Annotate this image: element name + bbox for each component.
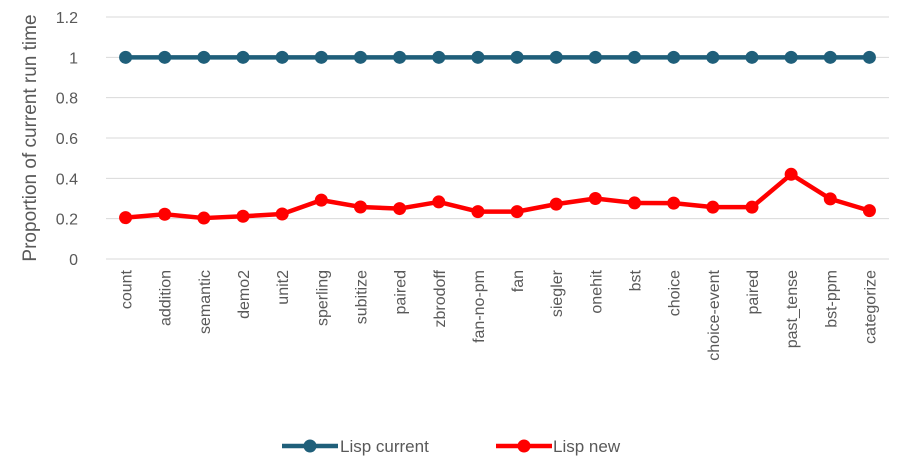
data-point <box>588 50 602 64</box>
data-point <box>197 211 211 225</box>
x-tick-label: count <box>119 269 136 309</box>
data-point <box>745 50 759 64</box>
x-tick-label: choice-event <box>706 269 723 360</box>
x-tick-label: siegler <box>549 269 566 317</box>
x-tick-label: unit2 <box>275 270 292 305</box>
y-axis-ticks: 0 0.2 0.4 0.6 0.8 1 1.2 <box>56 10 78 269</box>
x-tick-label: fan <box>510 270 527 292</box>
legend-swatch-marker <box>303 439 317 453</box>
x-tick-label: bst-ppm <box>823 270 840 328</box>
y-tick-label: 0.8 <box>56 91 78 108</box>
y-tick-label: 0.6 <box>56 131 78 148</box>
legend-label: Lisp new <box>553 437 621 456</box>
x-tick-label: paired <box>745 270 762 314</box>
data-point <box>158 50 172 64</box>
data-point <box>784 167 798 181</box>
x-tick-label: onehit <box>588 269 605 313</box>
y-tick-label: 0.4 <box>56 171 78 188</box>
y-tick-label: 1.2 <box>56 10 78 27</box>
data-point <box>862 50 876 64</box>
data-point <box>706 50 720 64</box>
x-tick-label: categorize <box>862 270 879 344</box>
data-point <box>353 200 367 214</box>
y-tick-label: 1 <box>69 50 78 67</box>
data-point <box>275 207 289 221</box>
data-point <box>393 50 407 64</box>
x-tick-label: paired <box>393 270 410 314</box>
data-point <box>158 207 172 221</box>
series-group <box>119 50 876 225</box>
data-point <box>197 50 211 64</box>
x-tick-label: bst <box>628 269 645 291</box>
data-point <box>471 50 485 64</box>
legend: Lisp current Lisp new <box>282 437 621 456</box>
data-point <box>588 192 602 205</box>
x-tick-label: sperling <box>314 270 331 326</box>
x-tick-label: zbrodoff <box>432 269 449 327</box>
x-tick-label: choice <box>667 270 684 316</box>
y-tick-label: 0 <box>69 252 78 269</box>
data-point <box>784 50 798 64</box>
data-point <box>510 205 524 219</box>
data-point <box>275 50 289 64</box>
data-point <box>667 196 681 210</box>
data-point <box>119 211 133 225</box>
data-point <box>471 205 485 219</box>
x-tick-label: fan-no-pm <box>471 270 488 343</box>
data-point <box>549 50 563 64</box>
data-point <box>823 50 837 64</box>
data-point <box>314 193 328 207</box>
data-point <box>236 209 250 223</box>
data-point <box>823 192 837 206</box>
x-tick-label: demo2 <box>236 270 253 319</box>
x-axis-ticks: count addition semantic demo2 unit2 sperling s… <box>119 269 880 360</box>
x-tick-label: subitize <box>353 270 370 324</box>
x-tick-label: past_tense <box>784 270 801 348</box>
data-point <box>706 200 720 214</box>
series-line <box>125 172 871 221</box>
data-point <box>667 50 681 64</box>
data-point <box>119 50 133 64</box>
data-point <box>236 50 250 64</box>
data-point <box>862 204 876 218</box>
data-point <box>628 50 642 64</box>
y-tick-label: 0.2 <box>56 212 78 229</box>
data-point <box>510 50 524 64</box>
data-point <box>314 50 328 64</box>
data-point <box>628 196 642 210</box>
x-tick-label: semantic <box>197 270 214 334</box>
data-point <box>353 50 367 64</box>
y-axis-title: Proportion of current run time <box>20 14 41 261</box>
data-point <box>745 200 759 214</box>
x-tick-label: addition <box>158 270 175 326</box>
legend-swatch-marker <box>517 439 531 453</box>
data-point <box>393 202 407 216</box>
data-point <box>549 197 563 211</box>
data-point <box>432 195 446 209</box>
data-point <box>432 50 446 64</box>
gridlines <box>106 16 889 260</box>
legend-label: Lisp current <box>340 437 429 456</box>
